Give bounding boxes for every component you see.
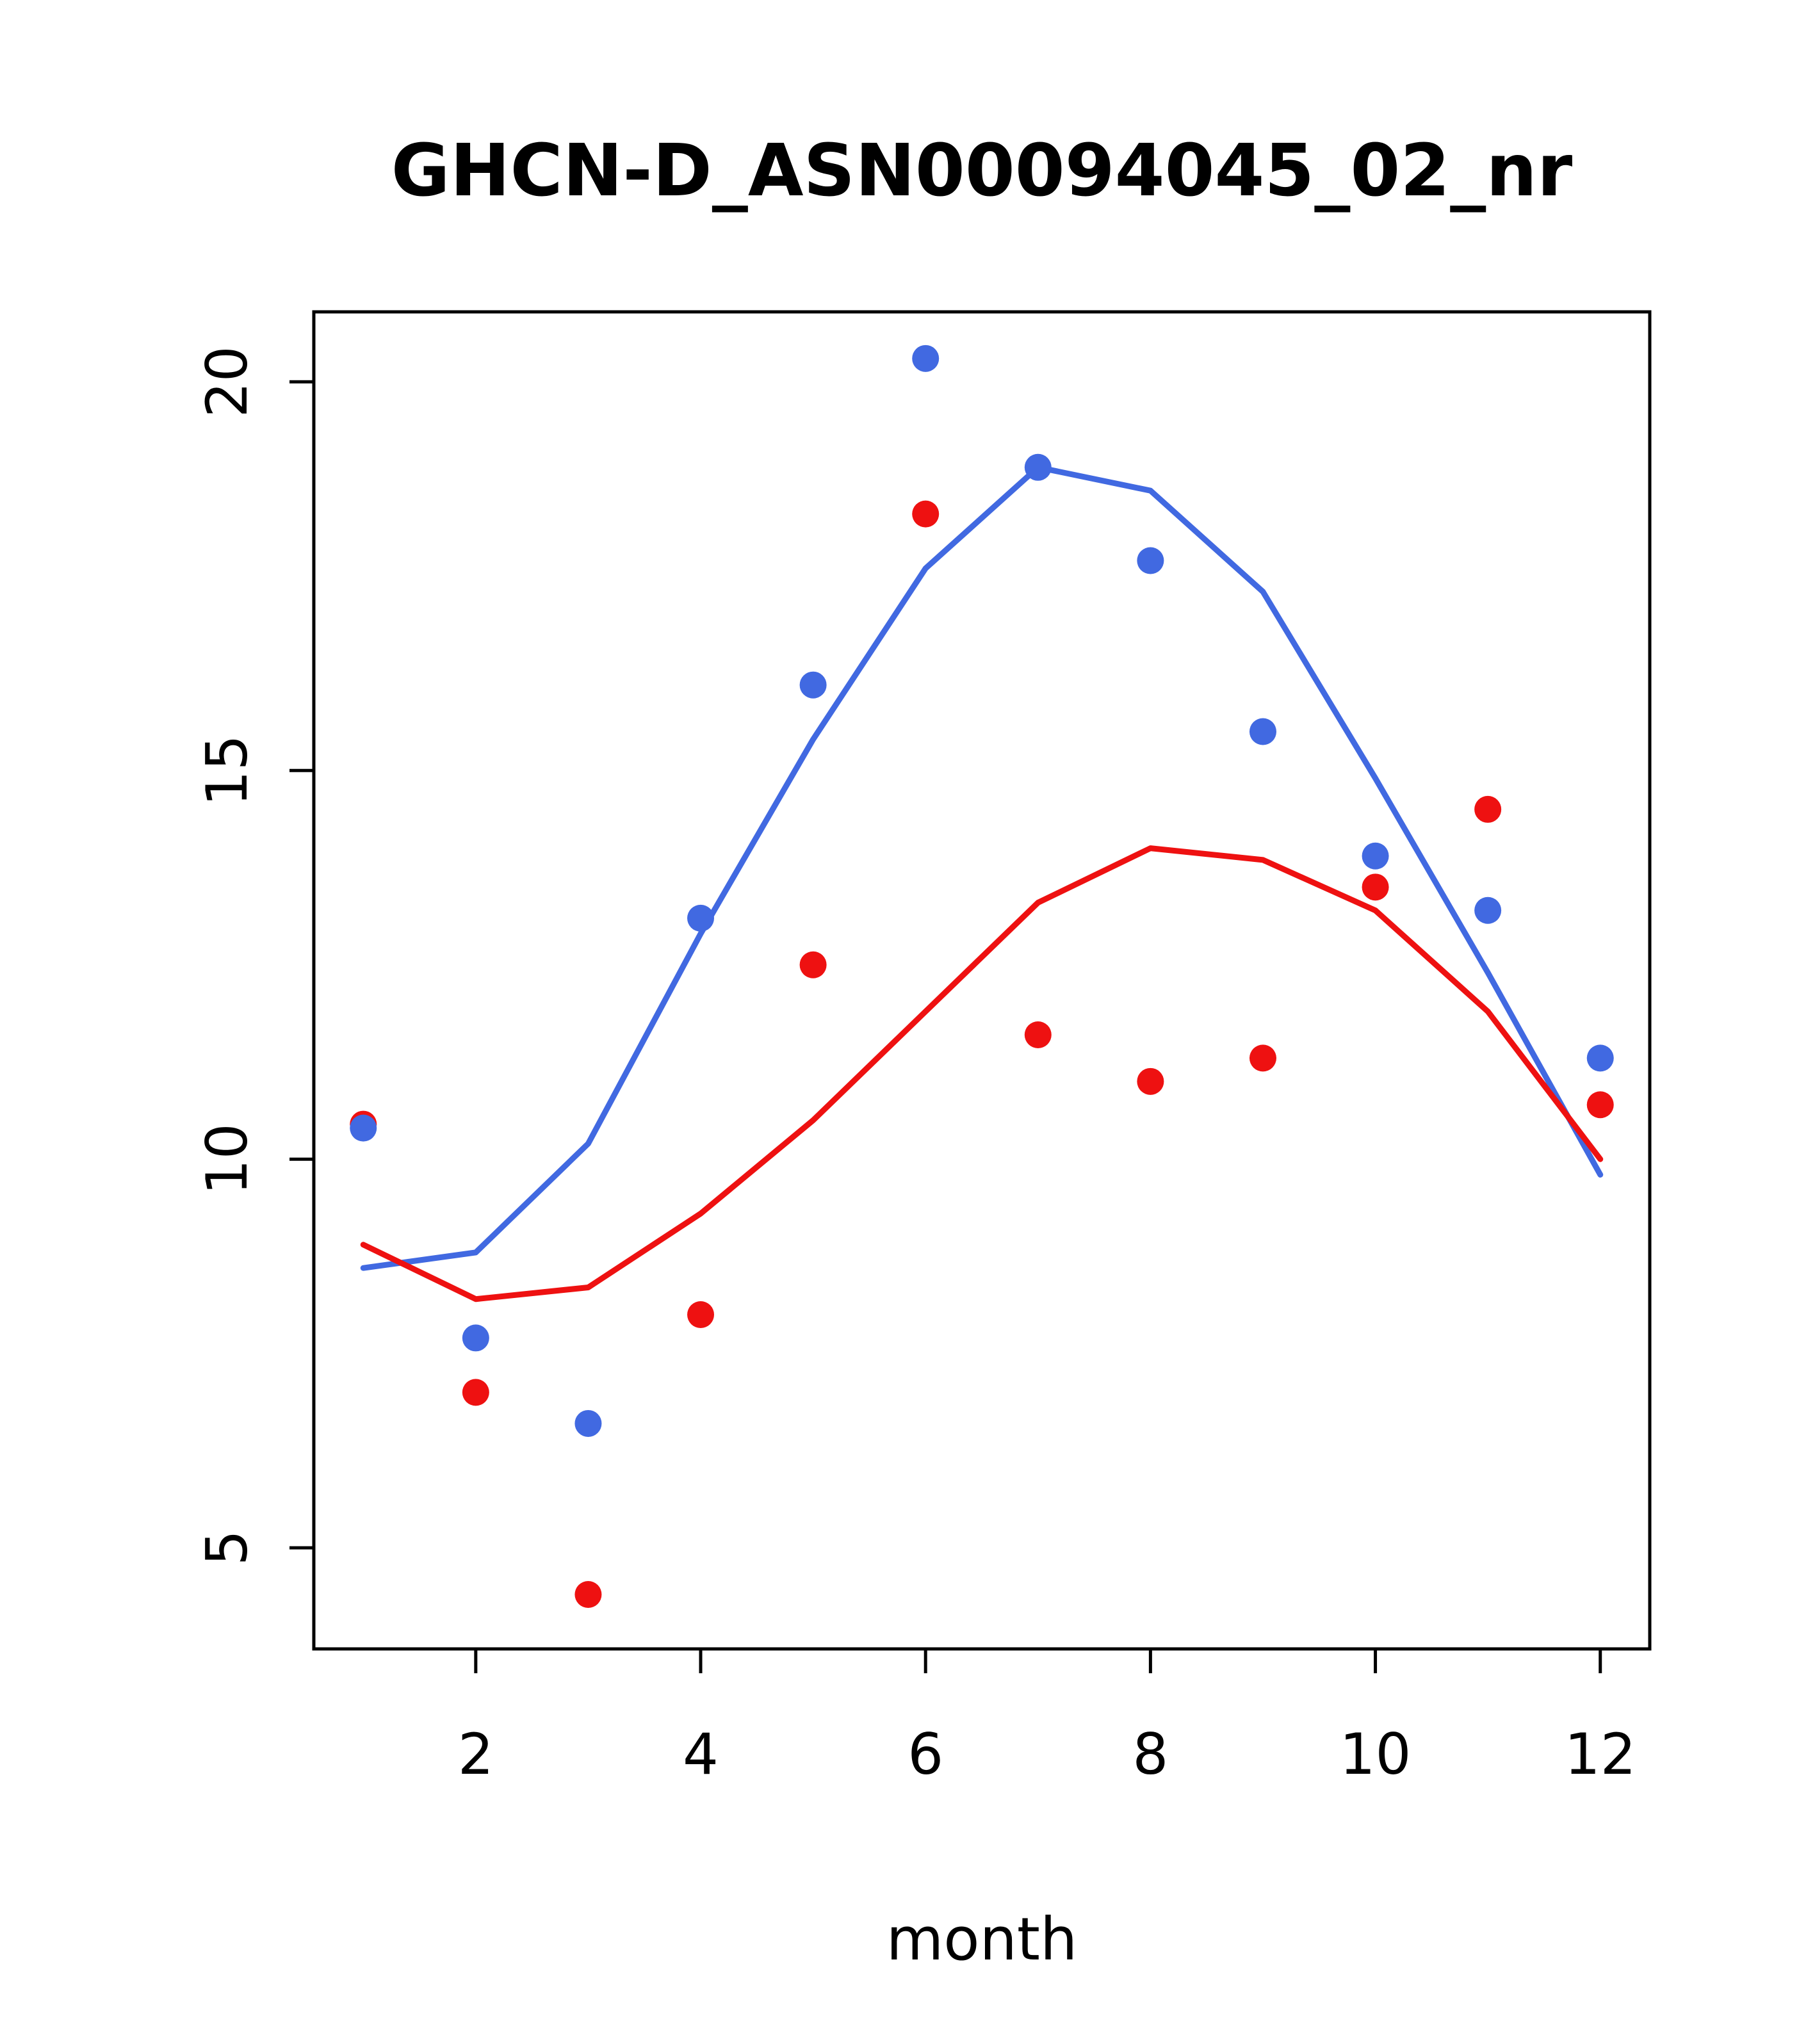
red-points bbox=[350, 500, 1614, 1609]
red-points-marker bbox=[1362, 873, 1389, 901]
red-points-marker bbox=[1474, 795, 1502, 823]
blue-points-marker bbox=[687, 904, 715, 932]
red-points-marker bbox=[462, 1379, 489, 1406]
y-tick-label: 20 bbox=[194, 346, 260, 418]
blue-points-marker bbox=[1474, 896, 1502, 924]
red-points-marker bbox=[574, 1581, 602, 1609]
red-points-marker bbox=[1586, 1091, 1614, 1119]
y-tick-label: 15 bbox=[194, 734, 260, 806]
blue-points-marker bbox=[462, 1324, 489, 1352]
blue-points-marker bbox=[1586, 1044, 1614, 1072]
plot-box bbox=[312, 310, 1652, 1651]
data-series bbox=[350, 345, 1614, 1609]
blue-smooth-line bbox=[360, 464, 1604, 1271]
blue-points-marker bbox=[912, 345, 940, 372]
x-axis-label: month bbox=[886, 1905, 1078, 1974]
blue-points-marker bbox=[1137, 547, 1164, 574]
red-points-marker bbox=[1249, 1044, 1276, 1072]
red-points-marker bbox=[687, 1301, 715, 1328]
red-points-marker bbox=[912, 500, 940, 528]
blue-points-marker bbox=[350, 1114, 377, 1142]
blue-points-marker bbox=[1024, 453, 1052, 481]
y-tick-label: 5 bbox=[194, 1530, 260, 1566]
blue-points-marker bbox=[1249, 718, 1276, 745]
red-points-marker bbox=[1137, 1067, 1164, 1095]
x-tick-label: 12 bbox=[1565, 1721, 1636, 1787]
x-tick-label: 4 bbox=[683, 1721, 719, 1787]
red-points-marker bbox=[1024, 1021, 1052, 1048]
x-axis-ticks: 2 4 6 8 10 12 bbox=[458, 1649, 1636, 1787]
x-tick-label: 10 bbox=[1340, 1721, 1412, 1787]
blue-points-marker bbox=[1362, 842, 1389, 870]
blue-points-marker bbox=[799, 671, 827, 699]
blue-points-marker bbox=[574, 1409, 602, 1437]
y-tick-label: 10 bbox=[194, 1123, 260, 1195]
chart-title: GHCN-D_ASN00094045_02_nr bbox=[391, 129, 1572, 213]
red-smooth-line bbox=[360, 845, 1604, 1302]
blue-points bbox=[350, 345, 1614, 1437]
red-points-marker bbox=[799, 951, 827, 978]
x-tick-label: 6 bbox=[907, 1721, 943, 1787]
x-tick-label: 2 bbox=[458, 1721, 494, 1787]
x-tick-label: 8 bbox=[1132, 1721, 1168, 1787]
y-axis-ticks: 5 10 15 20 bbox=[194, 346, 314, 1566]
